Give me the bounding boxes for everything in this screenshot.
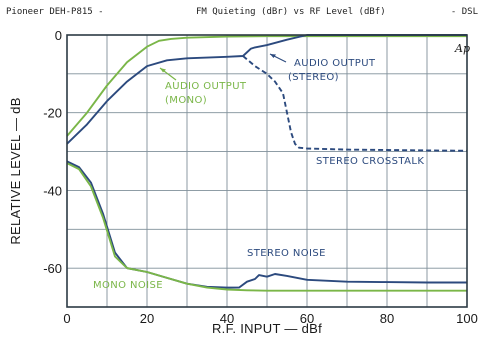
x-tick-label: 20 [140, 311, 154, 326]
annotation-stereo-crosstalk: STEREO CROSSTALK [316, 156, 424, 167]
tick-labels: 0 20 40 60 80 100 0 -20 -40 -60 [43, 28, 478, 326]
annotation-mono-noise: MONO NOISE [93, 280, 163, 291]
ap-logo: Ap [454, 42, 470, 55]
series-line-stereo-noise [66, 160, 467, 289]
stereo-output-arrowhead [270, 54, 276, 58]
x-tick-label: 100 [456, 311, 478, 326]
grid [67, 35, 467, 307]
annotation-stereo-noise: STEREO NOISE [247, 248, 326, 259]
x-tick-label: 60 [300, 311, 314, 326]
y-tick-label: 0 [55, 28, 62, 43]
annotation-stereo-output: AUDIO OUTPUT (STEREO) [269, 53, 376, 83]
mono-output-arrowhead [160, 68, 166, 73]
y-tick-label: -20 [43, 106, 62, 121]
y-tick-label: -40 [43, 183, 62, 198]
annotation-stereo-output-line1: AUDIO OUTPUT [294, 58, 376, 69]
header-right: - DSL [451, 7, 478, 17]
series-line-mono-noise [66, 162, 467, 292]
y-axis-title: RELATIVE LEVEL — dB [8, 97, 23, 244]
x-tick-label: 0 [63, 311, 70, 326]
x-axis-title: R.F. INPUT — dBf [212, 321, 322, 336]
series-line-audio-output-mono [66, 35, 467, 137]
annotation-mono-output-line2: (MONO) [165, 95, 207, 106]
annotation-mono-output: AUDIO OUTPUT (MONO) [159, 67, 247, 106]
annotation-stereo-output-line2: (STEREO) [288, 72, 339, 83]
chart-title: FM Quieting (dBr) vs RF Level (dBf) [196, 7, 386, 17]
annotation-mono-output-line1: AUDIO OUTPUT [165, 81, 247, 92]
x-tick-label: 40 [220, 311, 234, 326]
series-line-stereo-crosstalk [242, 55, 468, 152]
header-left: Pioneer DEH-P815 - [6, 7, 104, 17]
y-tick-label: -60 [43, 261, 62, 276]
x-tick-label: 80 [380, 311, 394, 326]
plot-frame [66, 34, 468, 308]
